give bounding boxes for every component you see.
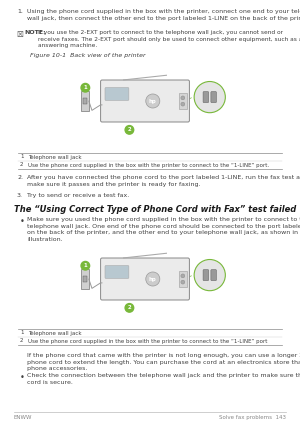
FancyBboxPatch shape <box>81 91 89 111</box>
Text: 1.: 1. <box>17 9 23 14</box>
FancyBboxPatch shape <box>100 80 189 122</box>
FancyBboxPatch shape <box>105 87 129 100</box>
Text: 2: 2 <box>128 305 131 310</box>
Text: Use the phone cord supplied in the box with the printer to connect to the “1-LIN: Use the phone cord supplied in the box w… <box>28 338 267 343</box>
FancyBboxPatch shape <box>83 276 87 282</box>
Text: Check the connection between the telephone wall jack and the printer to make sur: Check the connection between the telepho… <box>27 373 300 385</box>
Circle shape <box>81 84 90 92</box>
Text: •: • <box>20 217 25 226</box>
FancyBboxPatch shape <box>81 269 89 289</box>
FancyBboxPatch shape <box>83 98 87 104</box>
FancyBboxPatch shape <box>178 93 187 109</box>
Text: 2: 2 <box>20 338 23 343</box>
Text: 1: 1 <box>20 154 23 159</box>
Text: 2: 2 <box>128 127 131 132</box>
Text: Telephone wall jack: Telephone wall jack <box>28 154 82 159</box>
Circle shape <box>146 94 160 108</box>
Circle shape <box>181 274 185 278</box>
Text: If the phone cord that came with the printer is not long enough, you can use a l: If the phone cord that came with the pri… <box>27 353 300 371</box>
Text: hp: hp <box>149 276 157 282</box>
FancyBboxPatch shape <box>211 270 216 281</box>
FancyBboxPatch shape <box>178 271 187 287</box>
Circle shape <box>194 259 225 291</box>
Text: Using the phone cord supplied in the box with the printer, connect one end to yo: Using the phone cord supplied in the box… <box>27 9 300 21</box>
Text: •: • <box>20 373 25 382</box>
Circle shape <box>146 272 160 286</box>
Text: ☒: ☒ <box>16 30 23 39</box>
Circle shape <box>181 102 185 106</box>
Text: After you have connected the phone cord to the port labeled 1-LINE, run the fax : After you have connected the phone cord … <box>27 175 300 187</box>
Circle shape <box>125 304 134 312</box>
Text: Solve fax problems  143: Solve fax problems 143 <box>219 415 286 420</box>
Text: If you use the 2-EXT port to connect to the telephone wall jack, you cannot send: If you use the 2-EXT port to connect to … <box>38 30 300 48</box>
Text: Use the phone cord supplied in the box with the printer to connect to the “1-LIN: Use the phone cord supplied in the box w… <box>28 162 269 167</box>
FancyBboxPatch shape <box>211 92 216 103</box>
Text: NOTE:: NOTE: <box>24 30 46 35</box>
FancyBboxPatch shape <box>203 270 208 281</box>
Text: 2: 2 <box>20 162 23 167</box>
FancyBboxPatch shape <box>105 265 129 279</box>
Text: Make sure you used the phone cord supplied in the box with the printer to connec: Make sure you used the phone cord suppli… <box>27 217 300 242</box>
Circle shape <box>181 280 185 284</box>
Text: 1: 1 <box>83 85 87 90</box>
Text: Figure 10-1  Back view of the printer: Figure 10-1 Back view of the printer <box>30 53 146 58</box>
Text: Try to send or receive a test fax.: Try to send or receive a test fax. <box>27 193 129 198</box>
Text: 3.: 3. <box>17 193 23 198</box>
FancyBboxPatch shape <box>100 258 189 300</box>
Text: ENWW: ENWW <box>14 415 32 420</box>
Text: 1: 1 <box>20 330 23 335</box>
Text: 2.: 2. <box>17 175 23 180</box>
Text: The “Using Correct Type of Phone Cord with Fax” test failed: The “Using Correct Type of Phone Cord wi… <box>14 205 296 214</box>
Circle shape <box>125 126 134 134</box>
FancyBboxPatch shape <box>203 92 208 103</box>
Circle shape <box>81 262 90 270</box>
Text: Telephone wall jack: Telephone wall jack <box>28 330 82 335</box>
Circle shape <box>181 96 185 100</box>
Circle shape <box>194 81 225 113</box>
Text: hp: hp <box>149 98 157 103</box>
Text: 1: 1 <box>83 263 87 268</box>
